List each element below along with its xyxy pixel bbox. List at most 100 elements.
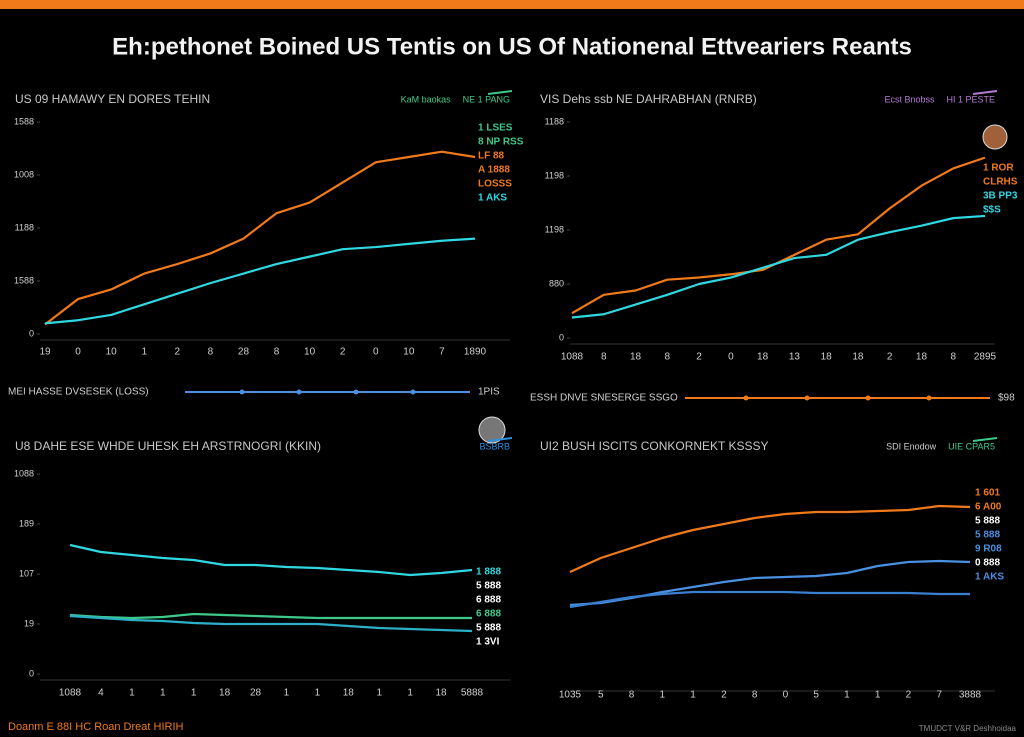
strip-value: $98 <box>998 393 1015 404</box>
x-tick-label: 1 <box>284 688 290 699</box>
x-tick-label: 7 <box>439 347 445 358</box>
x-tick-label: 28 <box>250 688 262 699</box>
strip-value: 1PIS <box>478 387 500 398</box>
footer: Doanm E 88I HC Roan Dreat HIRIH <box>8 721 184 733</box>
x-tick-label: 8 <box>752 690 758 701</box>
y-tick-label: 1008 <box>14 169 34 179</box>
x-tick-label: 2 <box>696 352 702 363</box>
series-line <box>69 612 472 620</box>
x-tick-label: 7 <box>936 690 942 701</box>
x-tick-label: 18 <box>219 688 231 699</box>
x-tick-label: 8 <box>629 690 635 701</box>
y-tick-label: 1588 <box>14 116 34 126</box>
x-tick-label: 2 <box>721 690 727 701</box>
x-tick-label: 0 <box>373 347 379 358</box>
x-tick-label: 8 <box>274 347 280 358</box>
legend-label: NE 1 PANG <box>463 94 510 104</box>
chart-title: U8 DAHE ESE WHDE UHESK EH ARSTRNOGRI (KK… <box>15 439 321 453</box>
x-tick-label: 18 <box>436 688 448 699</box>
legend-label: KaM baokas <box>401 94 452 104</box>
x-tick-label: 1890 <box>464 347 487 358</box>
x-tick-label: 1088 <box>561 352 584 363</box>
annotation: 1 ROR <box>983 163 1014 174</box>
y-tick-label: 1198 <box>545 170 564 180</box>
x-tick-label: 8 <box>950 352 956 363</box>
series-line <box>69 614 473 633</box>
x-tick-label: 10 <box>403 347 415 358</box>
x-tick-label: 18 <box>852 352 864 363</box>
annotation: 0 888 <box>975 558 1000 569</box>
annotation: 6 A00 <box>975 502 1002 513</box>
series-line <box>44 150 476 326</box>
x-tick-label: 1035 <box>559 690 582 701</box>
annotation: 1 AKS <box>975 572 1004 583</box>
x-tick-label: 1 <box>141 347 147 358</box>
annotation: LOSSS <box>478 179 512 190</box>
y-tick-label: 0 <box>29 668 34 678</box>
x-tick-label: 1 <box>376 688 382 699</box>
annotation: 5 888 <box>476 623 501 634</box>
legend-label: SDI Enodow <box>886 441 937 451</box>
x-tick-label: 18 <box>757 352 769 363</box>
y-tick-label: 880 <box>549 278 564 288</box>
x-tick-label: 1 <box>875 690 881 701</box>
footer-note: TMUDCT V&R Deshhoidaa <box>919 724 1017 733</box>
x-tick-label: 1 <box>191 688 197 699</box>
y-tick-label: 19 <box>24 618 34 628</box>
y-tick-label: 1198 <box>545 224 564 234</box>
x-tick-label: 28 <box>238 347 250 358</box>
series-line <box>569 590 970 609</box>
x-tick-label: 18 <box>630 352 642 363</box>
x-tick-label: 13 <box>789 352 801 363</box>
x-tick-label: 19 <box>39 347 51 358</box>
y-tick-label: 1088 <box>14 468 34 478</box>
strip-dot <box>296 389 302 395</box>
y-tick-label: 1188 <box>545 116 564 126</box>
annotation: 5 888 <box>476 581 501 592</box>
x-tick-label: 1 <box>690 690 696 701</box>
x-tick-label: 2 <box>340 347 346 358</box>
annotation: 5 888 <box>975 516 1000 527</box>
strip-dot <box>865 395 871 401</box>
y-tick-label: 189 <box>19 518 34 528</box>
series-line <box>571 214 986 319</box>
annotation: 1 LSES <box>478 123 513 134</box>
chart-title: US 09 HAMAWY EN DORES TEHIN <box>15 92 210 106</box>
legend-label: HI 1 PESTE <box>946 94 995 104</box>
page-title: Eh:pethonet Boined US Tentis on US Of Na… <box>112 33 912 60</box>
y-tick-label: 107 <box>19 568 34 578</box>
x-tick-label: 2895 <box>974 352 997 363</box>
y-tick-label: 1588 <box>14 275 34 285</box>
legend-label: BSBRB <box>479 441 510 451</box>
strip-dot <box>743 395 749 401</box>
legend-label: UIE CPAR5 <box>948 441 995 451</box>
x-tick-label: 1 <box>315 688 321 699</box>
x-tick-label: 18 <box>821 352 833 363</box>
x-tick-label: 5 <box>598 690 604 701</box>
x-tick-label: 1 <box>129 688 135 699</box>
strip-dot <box>410 389 416 395</box>
annotation: 1 AKS <box>478 193 507 204</box>
x-tick-label: 0 <box>728 352 734 363</box>
chart-title: UI2 BUSH ISCITS CONKORNEKT KSSSY <box>540 439 769 453</box>
annotation: 6 888 <box>476 595 501 606</box>
annotation: 6 888 <box>476 609 501 620</box>
y-tick-label: 0 <box>559 332 564 342</box>
series-line <box>44 237 476 325</box>
legend-swatch <box>487 90 513 95</box>
x-tick-label: 0 <box>75 347 81 358</box>
legend-label: Ecst Bnobss <box>884 94 935 104</box>
x-tick-label: 2 <box>175 347 181 358</box>
annotation: CLRHS <box>983 177 1018 188</box>
x-tick-label: 1 <box>407 688 413 699</box>
x-tick-label: 10 <box>304 347 316 358</box>
strip-label: ESSH DNVE SNESERGE SSGO <box>530 393 678 404</box>
strip-dot <box>926 395 932 401</box>
annotation: LF 88 <box>478 151 505 162</box>
x-tick-label: 2 <box>906 690 912 701</box>
y-tick-label: 1188 <box>15 222 34 232</box>
legend-swatch <box>972 437 998 442</box>
x-tick-label: 3888 <box>959 690 982 701</box>
